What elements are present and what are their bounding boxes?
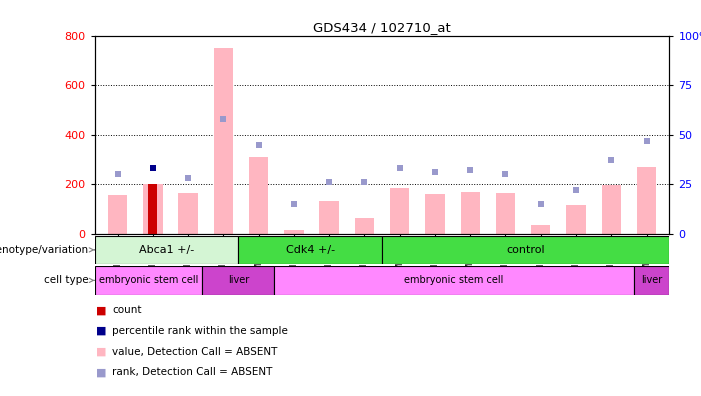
Text: percentile rank within the sample: percentile rank within the sample: [112, 326, 288, 336]
Bar: [95, 266, 203, 295]
Text: ■: ■: [97, 305, 107, 316]
Bar: [320, 202, 339, 234]
Bar: [566, 205, 586, 234]
Bar: [531, 225, 550, 234]
Bar: [143, 184, 163, 234]
Bar: [382, 236, 669, 264]
Bar: [178, 193, 198, 234]
Text: liver: liver: [228, 275, 249, 286]
Bar: [390, 188, 409, 234]
Bar: [214, 48, 233, 234]
Text: ■: ■: [97, 346, 107, 357]
Text: liver: liver: [641, 275, 662, 286]
Bar: [203, 266, 274, 295]
Bar: [95, 236, 238, 264]
Bar: [108, 195, 128, 234]
Bar: [496, 193, 515, 234]
Bar: [426, 194, 444, 234]
Bar: [461, 192, 480, 234]
Text: control: control: [506, 245, 545, 255]
Text: value, Detection Call = ABSENT: value, Detection Call = ABSENT: [112, 346, 278, 357]
Text: count: count: [112, 305, 142, 316]
Bar: [284, 230, 304, 234]
Text: cell type: cell type: [44, 275, 95, 286]
Text: genotype/variation: genotype/variation: [0, 245, 95, 255]
Bar: [274, 266, 634, 295]
Bar: [149, 184, 157, 234]
Bar: [634, 266, 669, 295]
Text: embryonic stem cell: embryonic stem cell: [99, 275, 198, 286]
Text: Abca1 +/-: Abca1 +/-: [139, 245, 194, 255]
Text: Cdk4 +/-: Cdk4 +/-: [285, 245, 335, 255]
Title: GDS434 / 102710_at: GDS434 / 102710_at: [313, 21, 451, 34]
Bar: [249, 157, 268, 234]
Text: ■: ■: [97, 326, 107, 336]
Text: embryonic stem cell: embryonic stem cell: [404, 275, 503, 286]
Text: rank, Detection Call = ABSENT: rank, Detection Call = ABSENT: [112, 367, 273, 377]
Text: ■: ■: [97, 367, 107, 377]
Bar: [355, 217, 374, 234]
Bar: [601, 185, 621, 234]
Bar: [238, 236, 382, 264]
Bar: [637, 167, 656, 234]
